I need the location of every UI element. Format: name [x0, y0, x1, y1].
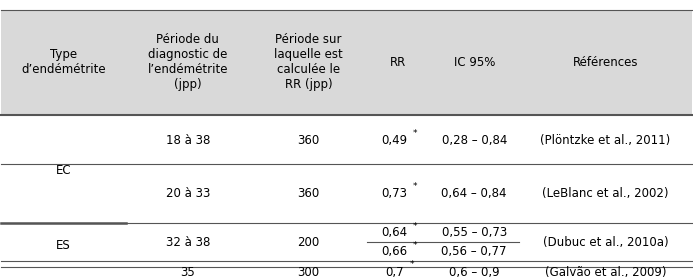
Text: *: * [412, 221, 417, 231]
Text: Références: Références [572, 56, 638, 69]
Text: 32 à 38: 32 à 38 [166, 236, 210, 249]
Text: 0,6 – 0,9: 0,6 – 0,9 [449, 266, 500, 279]
Text: 0,66: 0,66 [381, 245, 407, 258]
Text: 360: 360 [297, 134, 319, 147]
Text: 18 à 38: 18 à 38 [166, 134, 210, 147]
FancyBboxPatch shape [1, 10, 692, 115]
Text: EC: EC [55, 164, 71, 177]
Text: 0,64: 0,64 [381, 226, 407, 239]
Text: ES: ES [56, 239, 71, 251]
Text: 35: 35 [180, 266, 195, 279]
Text: Période du
diagnostic de
l’endémétrite
(jpp): Période du diagnostic de l’endémétrite (… [148, 33, 228, 91]
Text: *: * [412, 181, 417, 190]
Text: (Dubuc et al., 2010a): (Dubuc et al., 2010a) [543, 236, 668, 249]
Text: (Plöntzke et al., 2011): (Plöntzke et al., 2011) [541, 134, 670, 147]
Text: 200: 200 [297, 236, 319, 249]
Text: 0,28 – 0,84: 0,28 – 0,84 [441, 134, 507, 147]
Text: 0,49: 0,49 [381, 134, 407, 147]
Text: Type
d’endémétrite: Type d’endémétrite [21, 48, 106, 76]
Text: (Galvão et al., 2009): (Galvão et al., 2009) [545, 266, 666, 279]
Text: 20 à 33: 20 à 33 [166, 187, 210, 200]
Text: 0,73: 0,73 [381, 187, 407, 200]
Text: *: * [412, 129, 417, 138]
Text: 360: 360 [297, 187, 319, 200]
Text: *: * [410, 260, 414, 269]
Text: 0,56 – 0,77: 0,56 – 0,77 [441, 245, 507, 258]
Text: RR: RR [390, 56, 406, 69]
Text: 0,64 – 0,84: 0,64 – 0,84 [441, 187, 507, 200]
Text: 300: 300 [297, 266, 319, 279]
Text: 0,7: 0,7 [385, 266, 403, 279]
Text: (LeBlanc et al., 2002): (LeBlanc et al., 2002) [542, 187, 669, 200]
Text: 0,55 – 0,73: 0,55 – 0,73 [441, 226, 507, 239]
Text: *: * [412, 241, 417, 249]
Text: IC 95%: IC 95% [453, 56, 495, 69]
Text: Période sur
laquelle est
calculée le
RR (jpp): Période sur laquelle est calculée le RR … [274, 33, 343, 91]
